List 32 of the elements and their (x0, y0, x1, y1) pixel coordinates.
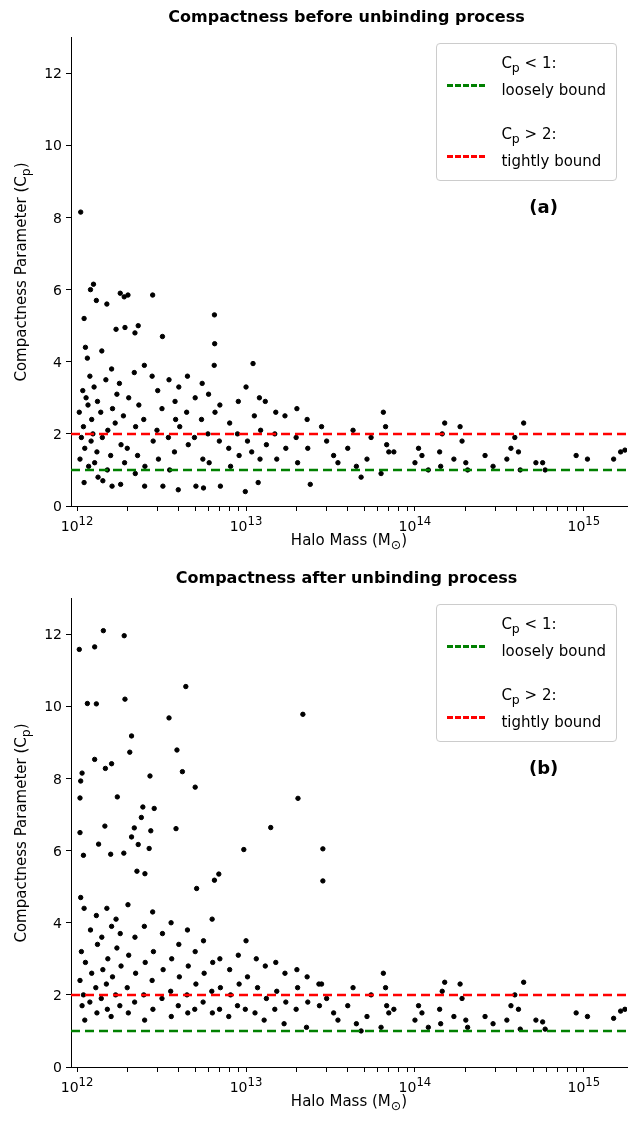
x-axis-title: Halo Mass (M$_{⊙}$) (290, 1092, 408, 1113)
y-tick-label: 8 (53, 209, 62, 226)
y-tick-label: 8 (53, 770, 62, 787)
legend-label: C$_{p}$ > 2: tightly bound (501, 685, 602, 734)
y-tick-label: 10 (44, 698, 62, 715)
annotation: (a) (529, 195, 558, 217)
legend-label: C$_{p}$ < 1: loosely bound (501, 614, 606, 663)
x-tick-label: 10$^{15}$ (567, 514, 601, 534)
x-axis-title: Halo Mass (M$_{⊙}$) (290, 531, 408, 552)
x-tick-label: 10$^{12}$ (60, 1075, 94, 1095)
x-tick-label: 10$^{13}$ (229, 514, 263, 534)
y-tick-label: 4 (53, 353, 62, 370)
y-tick-label: 2 (53, 986, 62, 1003)
legend-label: C$_{p}$ < 1: loosely bound (501, 53, 606, 102)
legend-label: C$_{p}$ > 2: tightly bound (501, 124, 602, 173)
annotation: (b) (528, 756, 559, 778)
x-tick-label: 10$^{12}$ (60, 514, 94, 534)
y-tick-label: 12 (44, 626, 62, 643)
y-tick-label: 10 (44, 137, 62, 154)
y-tick-label: 4 (53, 914, 62, 931)
chart-title: Compactness before unbinding process (168, 6, 525, 26)
x-tick-label: 10$^{14}$ (398, 514, 432, 534)
y-tick-label: 6 (53, 842, 62, 859)
y-tick-label: 2 (53, 425, 62, 442)
chart-title: Compactness after unbinding process (175, 567, 518, 587)
y-tick-label: 12 (44, 65, 62, 82)
x-tick-label: 10$^{15}$ (567, 1075, 601, 1095)
y-tick-label: 6 (53, 281, 62, 298)
x-tick-label: 10$^{13}$ (229, 1075, 263, 1095)
y-tick-label: 0 (53, 498, 62, 514)
y-tick-label: 0 (53, 1059, 62, 1075)
x-tick-label: 10$^{14}$ (398, 1075, 432, 1095)
